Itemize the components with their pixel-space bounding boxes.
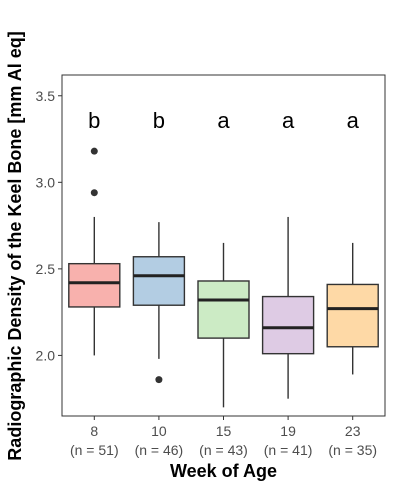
significance-letter: a	[217, 108, 230, 133]
iqr-box	[68, 262, 121, 308]
box-group-week-15	[197, 242, 250, 408]
y-tick-label: 3.5	[36, 88, 56, 104]
y-tick-label: 2.0	[36, 347, 56, 363]
x-tick-label: 19	[280, 423, 296, 439]
significance-letter: b	[88, 108, 100, 133]
x-axis: 8 (n = 51) 10 (n = 46) 15 (n = 43) 19 (n = 41) 2…	[70, 416, 377, 458]
y-tick-label: 2.5	[36, 261, 56, 277]
sample-size-label: (n = 46)	[135, 442, 184, 458]
y-tick-label: 3.0	[36, 174, 56, 190]
significance-letter: b	[153, 108, 165, 133]
box-group-week-19	[261, 216, 315, 399]
x-tick-label: 10	[151, 423, 167, 439]
significance-letter: a	[347, 108, 360, 133]
y-axis-title: Radiographic Density of the Keel Bone [m…	[5, 31, 25, 460]
iqr-box	[261, 295, 315, 355]
sample-size-label: (n = 35)	[328, 442, 377, 458]
outlier-point	[90, 147, 98, 155]
iqr-box	[197, 280, 250, 339]
box-group-week-8	[68, 147, 121, 356]
x-tick-label: 8	[90, 423, 98, 439]
outlier-point	[90, 189, 98, 197]
significance-letter: a	[282, 108, 295, 133]
iqr-box	[326, 283, 379, 348]
box-group-week-10	[132, 222, 186, 384]
y-axis: 2.0 2.5 3.0 3.5	[36, 88, 62, 363]
outlier-point	[155, 376, 163, 384]
x-axis-title: Week of Age	[170, 461, 277, 481]
x-tick-label: 15	[216, 423, 232, 439]
sample-size-label: (n = 41)	[264, 442, 313, 458]
sample-size-label: (n = 43)	[199, 442, 248, 458]
sample-size-label: (n = 51)	[70, 442, 119, 458]
box-group-week-23	[326, 242, 379, 375]
boxes-layer	[68, 147, 379, 408]
x-tick-label: 23	[345, 423, 361, 439]
iqr-box	[132, 256, 186, 306]
